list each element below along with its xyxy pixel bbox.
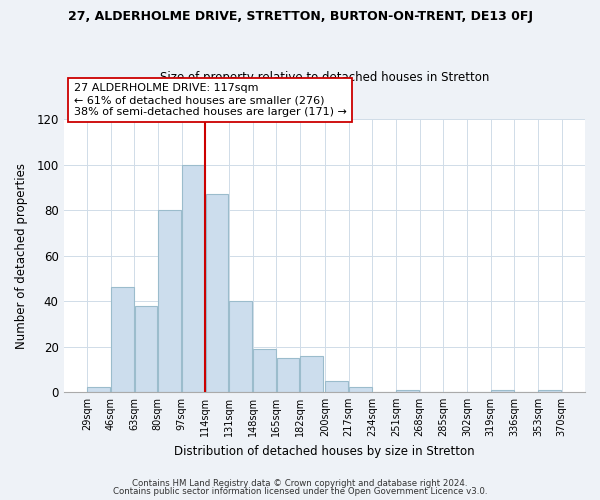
Text: Contains HM Land Registry data © Crown copyright and database right 2024.: Contains HM Land Registry data © Crown c… (132, 478, 468, 488)
Bar (538, 390, 561, 392)
Bar (182, 165, 205, 392)
Bar (229, 301, 252, 392)
Bar (349, 388, 372, 392)
Text: 27 ALDERHOLME DRIVE: 117sqm
← 61% of detached houses are smaller (276)
38% of se: 27 ALDERHOLME DRIVE: 117sqm ← 61% of det… (74, 84, 347, 116)
Bar (491, 390, 514, 392)
Bar (206, 194, 229, 392)
Bar (87, 388, 110, 392)
Bar (301, 356, 323, 392)
Bar (253, 349, 276, 392)
Text: 27, ALDERHOLME DRIVE, STRETTON, BURTON-ON-TRENT, DE13 0FJ: 27, ALDERHOLME DRIVE, STRETTON, BURTON-O… (67, 10, 533, 23)
X-axis label: Distribution of detached houses by size in Stretton: Distribution of detached houses by size … (174, 444, 475, 458)
Bar (158, 210, 181, 392)
Bar (134, 306, 157, 392)
Title: Size of property relative to detached houses in Stretton: Size of property relative to detached ho… (160, 70, 489, 84)
Bar (111, 288, 134, 392)
Bar (277, 358, 299, 392)
Bar (325, 380, 348, 392)
Y-axis label: Number of detached properties: Number of detached properties (15, 162, 28, 348)
Bar (397, 390, 419, 392)
Text: Contains public sector information licensed under the Open Government Licence v3: Contains public sector information licen… (113, 487, 487, 496)
